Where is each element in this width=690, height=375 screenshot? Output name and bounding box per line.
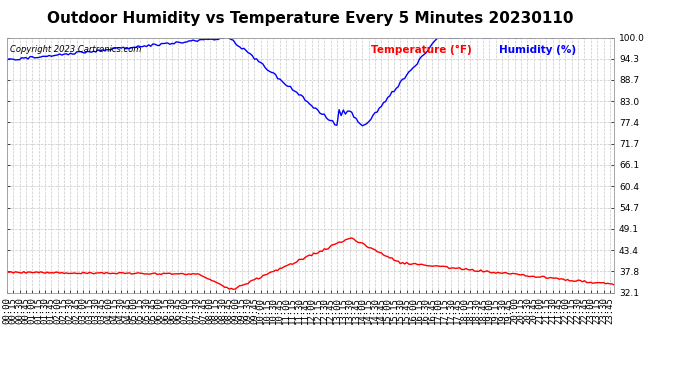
Text: Outdoor Humidity vs Temperature Every 5 Minutes 20230110: Outdoor Humidity vs Temperature Every 5 …: [47, 11, 574, 26]
Text: Humidity (%): Humidity (%): [499, 45, 576, 55]
Text: Temperature (°F): Temperature (°F): [371, 45, 472, 55]
Text: Copyright 2023 Cartronics.com: Copyright 2023 Cartronics.com: [10, 45, 141, 54]
